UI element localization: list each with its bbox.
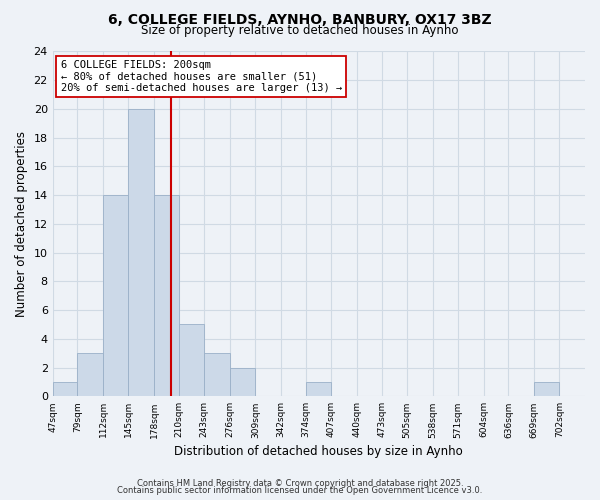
Text: 6 COLLEGE FIELDS: 200sqm
← 80% of detached houses are smaller (51)
20% of semi-d: 6 COLLEGE FIELDS: 200sqm ← 80% of detach… [61,60,342,94]
Bar [179,324,205,396]
Bar [230,368,256,396]
Text: 6, COLLEGE FIELDS, AYNHO, BANBURY, OX17 3BZ: 6, COLLEGE FIELDS, AYNHO, BANBURY, OX17 … [108,12,492,26]
Bar [77,353,103,397]
Bar [154,195,179,396]
Text: Size of property relative to detached houses in Aynho: Size of property relative to detached ho… [141,24,459,37]
Bar [205,353,230,397]
Bar [103,195,128,396]
Y-axis label: Number of detached properties: Number of detached properties [15,131,28,317]
Text: Contains HM Land Registry data © Crown copyright and database right 2025.: Contains HM Land Registry data © Crown c… [137,478,463,488]
Text: Contains public sector information licensed under the Open Government Licence v3: Contains public sector information licen… [118,486,482,495]
X-axis label: Distribution of detached houses by size in Aynho: Distribution of detached houses by size … [175,444,463,458]
Bar [53,382,77,396]
Bar [534,382,559,396]
Bar [128,109,154,397]
Bar [305,382,331,396]
